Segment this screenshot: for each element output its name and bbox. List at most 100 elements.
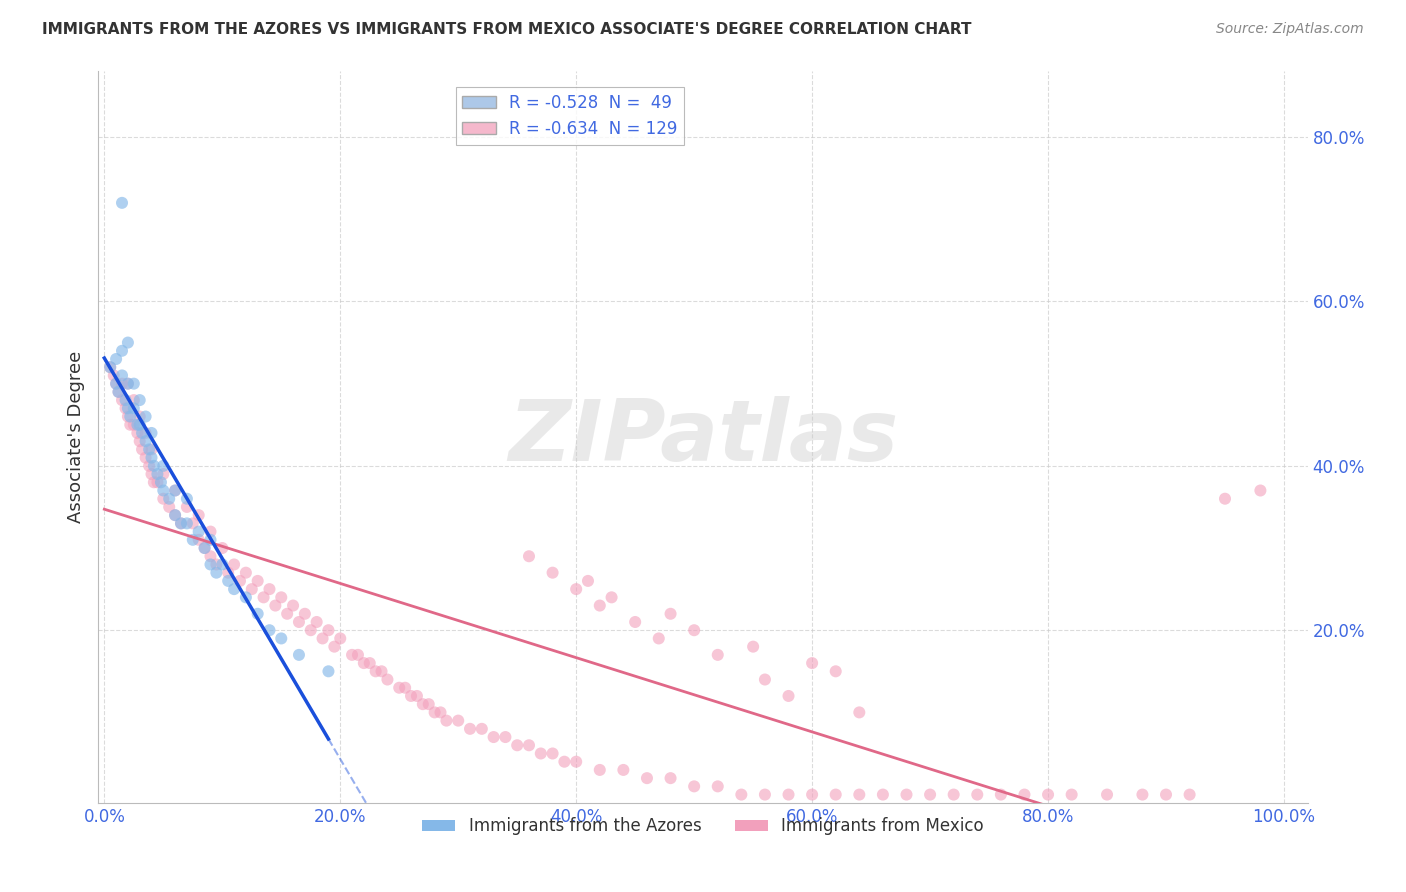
Point: [122, 401, 145, 416]
Point: [187, 524, 209, 539]
Point: [270, 591, 292, 605]
Point: [683, 624, 706, 638]
Point: [117, 401, 139, 416]
Point: [259, 624, 281, 638]
Point: [205, 566, 228, 580]
Point: [323, 640, 346, 654]
Point: [222, 558, 245, 572]
Point: [117, 376, 139, 391]
Point: [377, 673, 399, 687]
Point: [742, 640, 765, 654]
Point: [176, 516, 198, 531]
Point: [612, 763, 634, 777]
Text: ZIPatlas: ZIPatlas: [508, 395, 898, 479]
Point: [1178, 788, 1201, 802]
Point: [347, 648, 370, 662]
Point: [141, 467, 163, 481]
Point: [235, 566, 257, 580]
Point: [135, 434, 157, 449]
Point: [458, 722, 481, 736]
Point: [98, 360, 121, 375]
Point: [194, 541, 217, 555]
Point: [942, 788, 965, 802]
Point: [117, 376, 139, 391]
Point: [482, 730, 505, 744]
Point: [848, 788, 870, 802]
Point: [152, 467, 174, 481]
Point: [412, 697, 434, 711]
Point: [131, 425, 153, 440]
Point: [142, 458, 165, 473]
Point: [117, 409, 139, 424]
Point: [200, 524, 222, 539]
Point: [240, 582, 263, 596]
Point: [111, 343, 134, 358]
Point: [246, 574, 269, 588]
Point: [659, 607, 682, 621]
Text: IMMIGRANTS FROM THE AZORES VS IMMIGRANTS FROM MEXICO ASSOCIATE'S DEGREE CORRELAT: IMMIGRANTS FROM THE AZORES VS IMMIGRANTS…: [42, 22, 972, 37]
Point: [205, 558, 228, 572]
Point: [152, 491, 174, 506]
Point: [824, 788, 846, 802]
Point: [636, 771, 658, 785]
Point: [105, 376, 128, 391]
Point: [1249, 483, 1271, 498]
Point: [399, 689, 422, 703]
Point: [706, 780, 728, 794]
Point: [152, 483, 174, 498]
Point: [541, 566, 564, 580]
Point: [149, 475, 172, 490]
Point: [754, 788, 776, 802]
Point: [157, 491, 180, 506]
Text: Source: ZipAtlas.com: Source: ZipAtlas.com: [1216, 22, 1364, 37]
Point: [117, 335, 139, 350]
Point: [141, 450, 163, 465]
Point: [264, 599, 287, 613]
Point: [107, 384, 129, 399]
Y-axis label: Associate's Degree: Associate's Degree: [66, 351, 84, 524]
Point: [120, 409, 142, 424]
Point: [138, 458, 160, 473]
Point: [288, 615, 311, 629]
Point: [114, 401, 136, 416]
Point: [1014, 788, 1036, 802]
Point: [648, 632, 671, 646]
Point: [281, 599, 304, 613]
Point: [801, 656, 824, 670]
Point: [517, 739, 540, 753]
Point: [127, 425, 149, 440]
Point: [252, 591, 274, 605]
Point: [778, 689, 800, 703]
Legend: Immigrants from the Azores, Immigrants from Mexico: Immigrants from the Azores, Immigrants f…: [415, 811, 991, 842]
Point: [576, 574, 599, 588]
Point: [1154, 788, 1177, 802]
Point: [259, 582, 281, 596]
Point: [141, 442, 163, 457]
Point: [128, 393, 150, 408]
Point: [589, 763, 612, 777]
Point: [624, 615, 647, 629]
Point: [471, 722, 494, 736]
Point: [683, 780, 706, 794]
Point: [138, 442, 160, 457]
Point: [436, 714, 458, 728]
Point: [1036, 788, 1059, 802]
Point: [135, 425, 157, 440]
Point: [778, 788, 800, 802]
Point: [565, 755, 588, 769]
Point: [1060, 788, 1083, 802]
Point: [494, 730, 516, 744]
Point: [270, 632, 292, 646]
Point: [194, 541, 217, 555]
Point: [128, 417, 150, 432]
Point: [142, 475, 165, 490]
Point: [801, 788, 824, 802]
Point: [170, 516, 193, 531]
Point: [329, 632, 352, 646]
Point: [353, 656, 375, 670]
Point: [318, 665, 340, 679]
Point: [128, 409, 150, 424]
Point: [246, 607, 269, 621]
Point: [111, 195, 134, 210]
Point: [105, 351, 128, 366]
